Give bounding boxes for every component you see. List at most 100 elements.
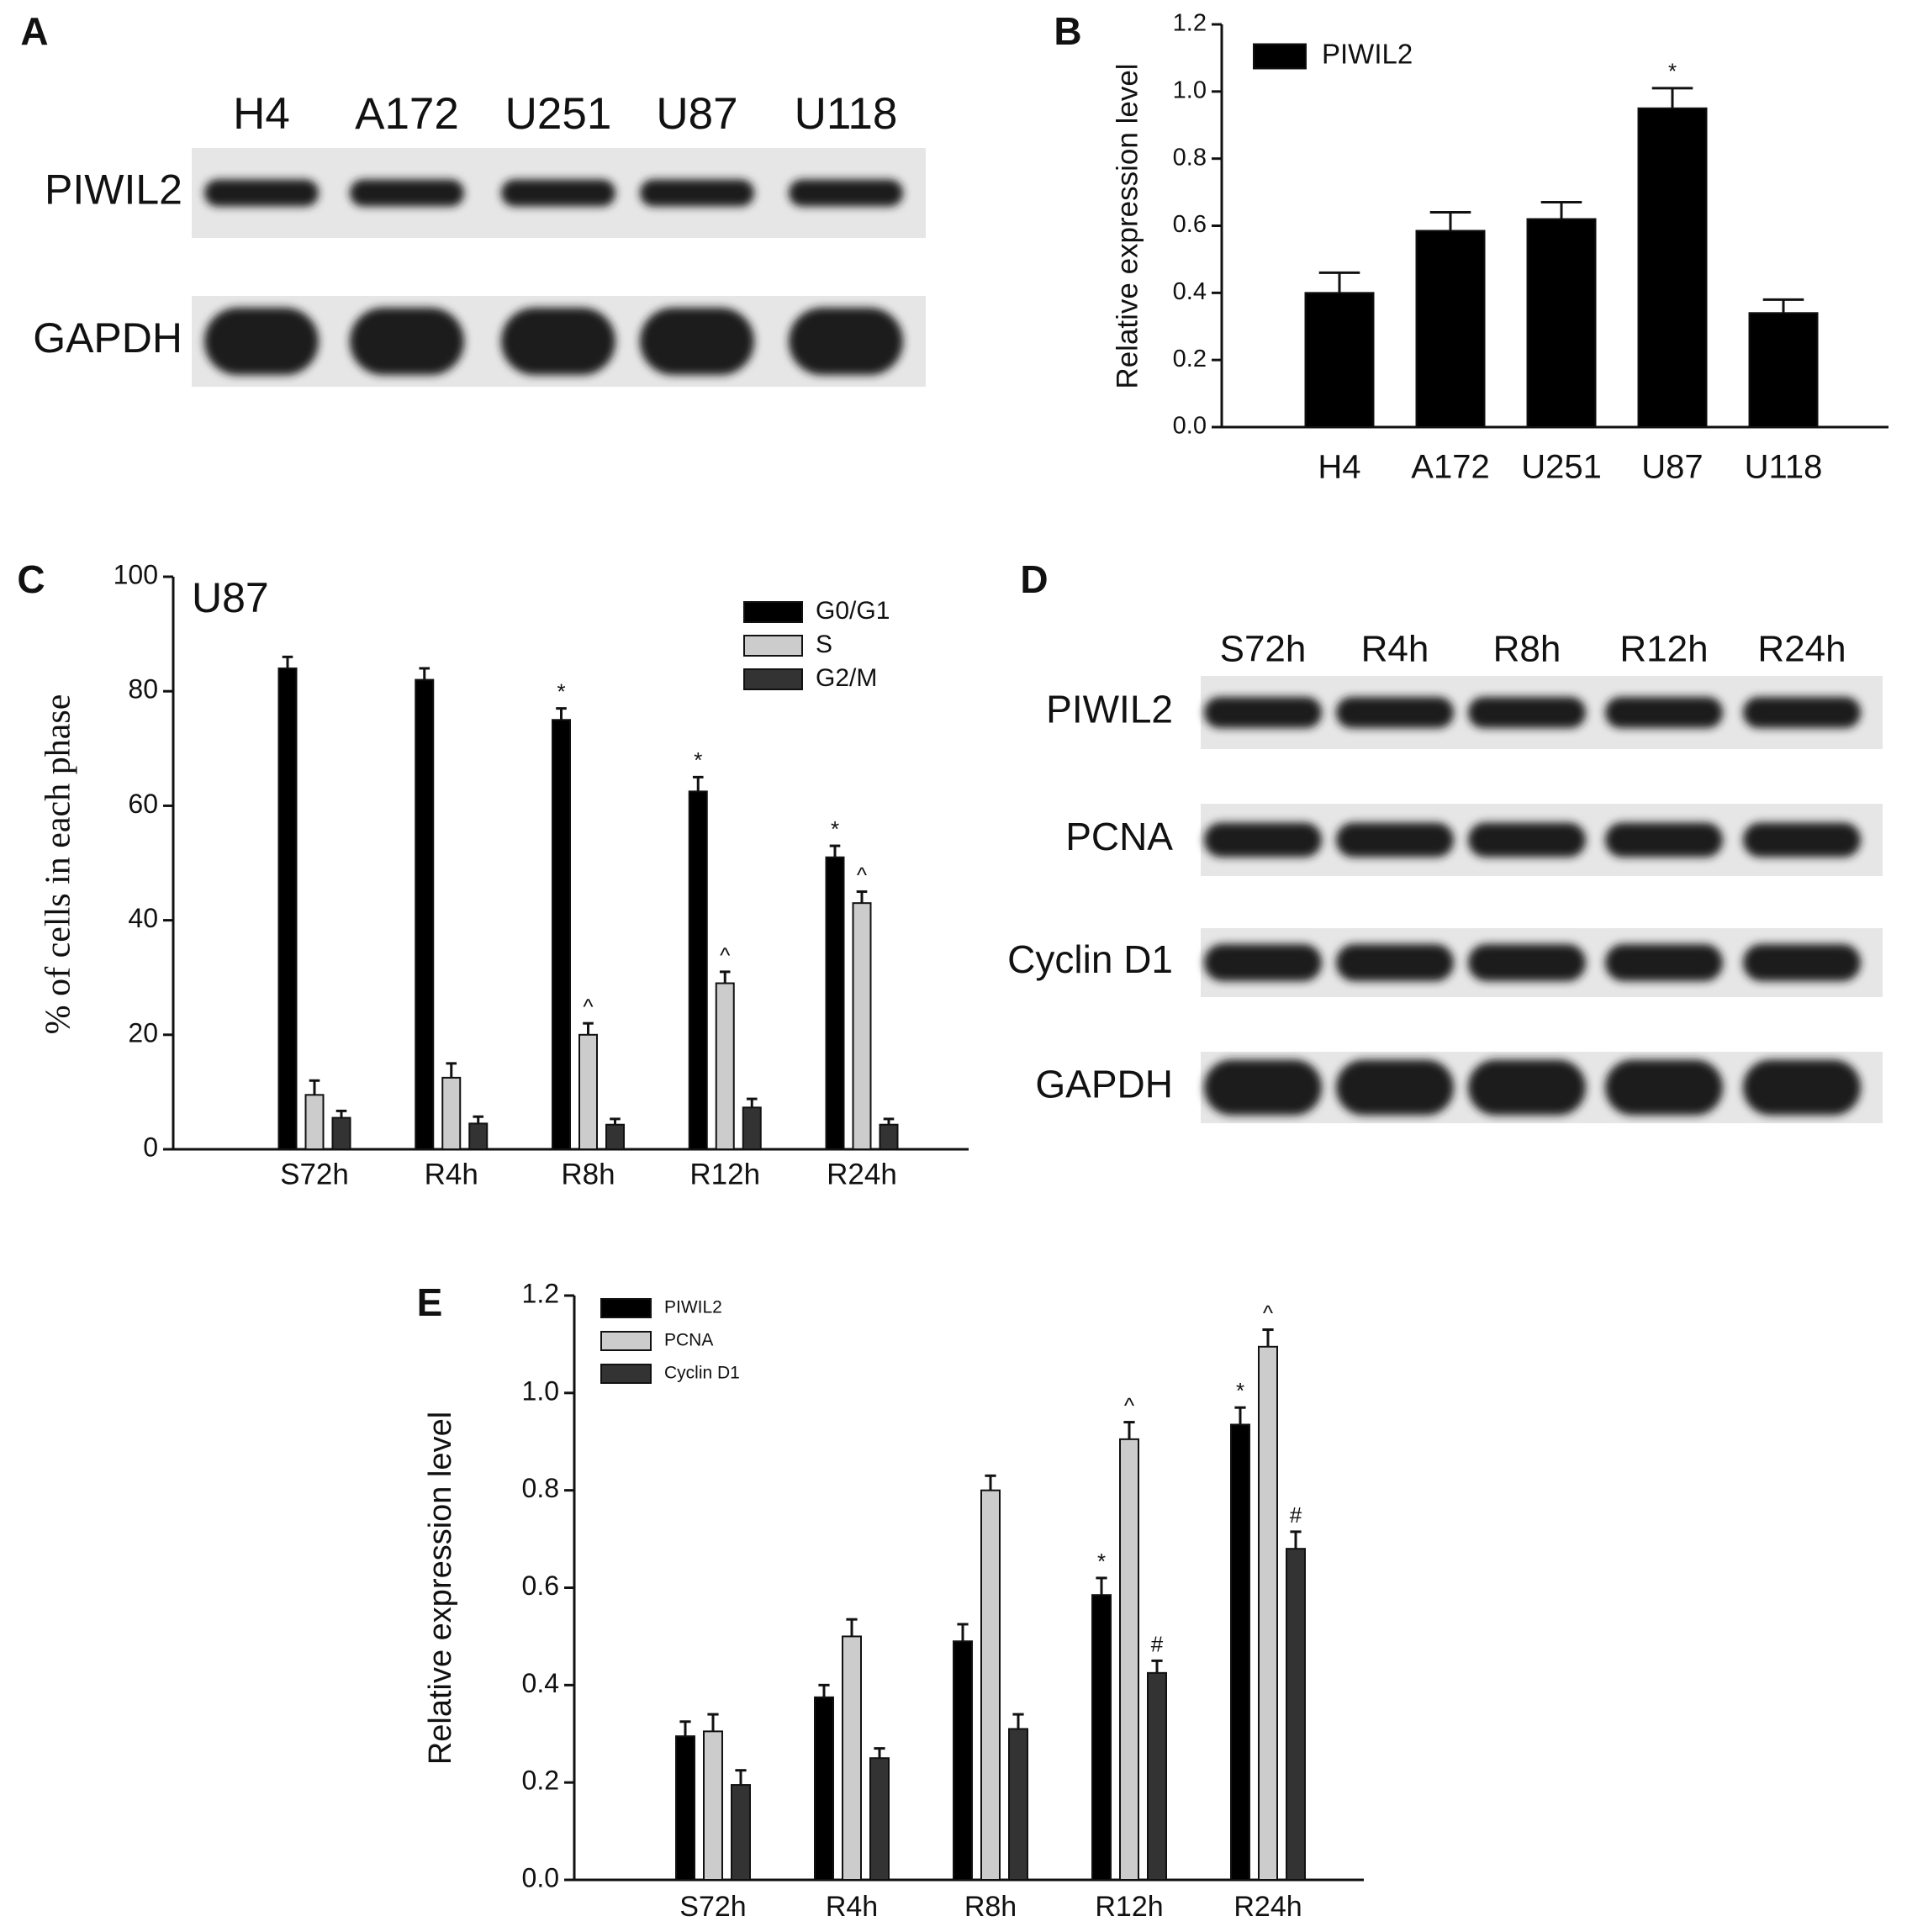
x-tick-label: A172 xyxy=(1411,449,1489,486)
bar xyxy=(441,1076,462,1150)
legend-swatch xyxy=(600,1364,652,1384)
x-tick-label: R24h xyxy=(827,1158,897,1190)
x-tick-label: R4h xyxy=(826,1891,878,1923)
y-tick-label: 0 xyxy=(143,1132,158,1162)
x-tick-label: U118 xyxy=(1745,449,1823,486)
blot-band xyxy=(501,308,615,375)
annotation: * xyxy=(1668,59,1677,84)
row-label: GAPDH xyxy=(33,314,182,362)
blot-band xyxy=(350,179,464,207)
blot-band xyxy=(1743,1059,1861,1116)
y-tick-label: 0.0 xyxy=(1173,413,1207,440)
bar xyxy=(1748,312,1819,428)
y-axis-label: % of cells in each phase xyxy=(40,694,78,1035)
blot-band xyxy=(204,179,319,207)
annotation: ^ xyxy=(1124,1392,1135,1417)
blot-band xyxy=(640,308,754,375)
bar xyxy=(980,1489,1001,1881)
legend-label: PIWIL2 xyxy=(1322,39,1413,70)
legend-label: G0/G1 xyxy=(816,597,890,625)
panel-letter: A xyxy=(20,9,48,53)
lane-label: U251 xyxy=(505,89,612,139)
legend-swatch xyxy=(743,635,803,657)
bar xyxy=(1304,292,1375,429)
blot-band xyxy=(1336,697,1454,728)
x-tick-label: R12h xyxy=(689,1158,760,1190)
bar xyxy=(468,1122,489,1150)
blot-band xyxy=(1468,697,1586,728)
bar xyxy=(742,1106,762,1150)
bar xyxy=(953,1640,973,1882)
annotation: # xyxy=(1151,1631,1164,1656)
bar xyxy=(1119,1438,1139,1881)
bar xyxy=(1008,1728,1028,1881)
y-tick-label: 0.6 xyxy=(522,1570,559,1601)
bar xyxy=(869,1757,890,1881)
blot-band xyxy=(640,179,754,207)
bar xyxy=(415,678,435,1150)
lane-label: R8h xyxy=(1493,629,1561,670)
chart-title: U87 xyxy=(192,574,269,621)
blot-band xyxy=(1743,944,1861,981)
bar xyxy=(703,1730,723,1882)
annotation: * xyxy=(1097,1549,1106,1574)
x-tick-label: S72h xyxy=(679,1891,746,1923)
legend-label: G2/M xyxy=(816,664,877,692)
x-tick-label: S72h xyxy=(280,1158,349,1190)
legend-swatch xyxy=(600,1298,652,1318)
panel-letter: E xyxy=(417,1280,443,1324)
y-tick-label: 0.6 xyxy=(1173,211,1207,238)
row-label: PIWIL2 xyxy=(45,166,182,214)
bar xyxy=(814,1696,834,1881)
blot-band xyxy=(350,308,464,375)
lane-label: R24h xyxy=(1757,629,1846,670)
blot-band xyxy=(1336,822,1454,858)
bar xyxy=(1637,107,1708,429)
blot-band xyxy=(1204,1059,1322,1116)
y-tick-label: 1.2 xyxy=(1173,10,1207,37)
annotation: ^ xyxy=(583,994,594,1019)
blot-band xyxy=(789,179,903,207)
panel-letter: D xyxy=(1020,557,1048,601)
blot-band xyxy=(1743,697,1861,728)
bar xyxy=(1526,218,1597,428)
bar xyxy=(731,1784,751,1881)
bar xyxy=(852,902,872,1151)
y-axis-label: Relative expression level xyxy=(1111,63,1144,388)
panel-letter: B xyxy=(1054,9,1081,53)
annotation: * xyxy=(1236,1378,1244,1403)
legend-label: PIWIL2 xyxy=(664,1298,722,1317)
bar xyxy=(1258,1345,1278,1881)
lane-label: A172 xyxy=(355,89,459,139)
x-tick-label: R12h xyxy=(1095,1891,1163,1923)
y-tick-label: 1.2 xyxy=(522,1278,559,1308)
blot-band xyxy=(1468,944,1586,981)
blot-band xyxy=(1204,944,1322,981)
x-tick-label: H4 xyxy=(1318,449,1360,486)
annotation: ^ xyxy=(857,862,868,887)
bar xyxy=(578,1033,598,1151)
bar xyxy=(842,1635,862,1881)
lane-label: R12h xyxy=(1619,629,1708,670)
row-label: PCNA xyxy=(1065,815,1173,858)
legend-swatch xyxy=(743,601,803,623)
annotation: * xyxy=(831,816,839,842)
bar xyxy=(1091,1594,1112,1881)
annotation: * xyxy=(557,679,565,705)
annotation: # xyxy=(1290,1502,1302,1528)
bar xyxy=(1286,1548,1306,1881)
lane-label: U118 xyxy=(795,89,898,139)
row-label: PIWIL2 xyxy=(1046,688,1173,731)
lane-label: U87 xyxy=(656,89,737,139)
lane-label: S72h xyxy=(1220,629,1307,670)
x-tick-label: R24h xyxy=(1233,1891,1302,1923)
blot-band xyxy=(1204,697,1322,728)
y-tick-label: 0.4 xyxy=(1173,278,1207,305)
legend-swatch xyxy=(1253,43,1307,70)
blot-band xyxy=(1204,822,1322,858)
blot-band xyxy=(1468,1059,1586,1116)
blot-band xyxy=(1605,944,1723,981)
x-tick-label: U87 xyxy=(1641,449,1703,486)
blot-band xyxy=(1605,822,1723,858)
